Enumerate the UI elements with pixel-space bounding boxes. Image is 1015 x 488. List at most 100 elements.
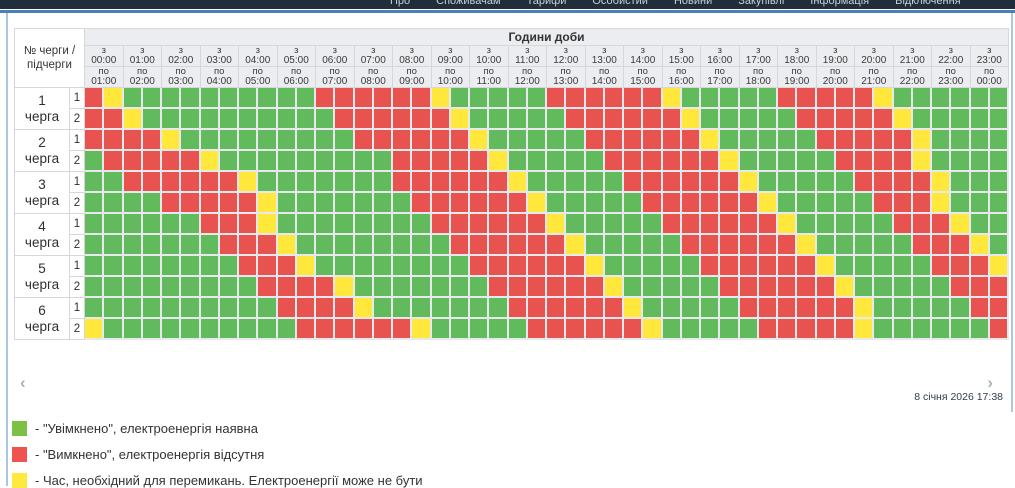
hour-column-to-header: по 01:00 [85, 67, 124, 88]
nav-item[interactable]: Тарифи [526, 0, 567, 7]
schedule-cell [701, 109, 721, 130]
schedule-cell [970, 319, 990, 340]
schedule-cell [970, 193, 990, 214]
legend-item-off: - "Вимкнено", електроенергія відсутня [12, 447, 1013, 462]
hour-column-from-header: з 03:00 [200, 46, 239, 67]
schedule-cell [508, 235, 528, 256]
schedule-cell [104, 319, 124, 340]
schedule-cell [181, 235, 201, 256]
schedule-cell [643, 319, 663, 340]
schedule-cell [989, 130, 1009, 151]
schedule-cell [893, 319, 913, 340]
schedule-cell [181, 214, 201, 235]
schedule-cell [316, 214, 336, 235]
schedule-cell [932, 193, 952, 214]
schedule-cell [316, 298, 336, 319]
nav-item[interactable]: Закупівлі [738, 0, 785, 7]
prev-arrow-icon[interactable]: ‹ [20, 373, 26, 392]
schedule-cell [489, 319, 509, 340]
schedule-cell [970, 277, 990, 298]
schedule-cell [450, 151, 470, 172]
schedule-cell [681, 172, 701, 193]
schedule-cell [162, 151, 182, 172]
schedule-cell [855, 319, 875, 340]
schedule-cell [758, 256, 778, 277]
schedule-cell [393, 298, 413, 319]
schedule-cell [258, 298, 278, 319]
schedule-cell [431, 214, 451, 235]
schedule-cell [412, 151, 432, 172]
schedule-cell [855, 151, 875, 172]
schedule-cell [219, 256, 239, 277]
nav-item[interactable]: Відключення [895, 0, 961, 7]
nav-item[interactable]: Про [390, 0, 411, 7]
schedule-cell [200, 214, 220, 235]
schedule-cell [142, 130, 162, 151]
schedule-cell [200, 319, 220, 340]
next-arrow-icon[interactable]: › [987, 373, 993, 392]
schedule-cell [123, 256, 143, 277]
schedule-cell [932, 109, 952, 130]
schedule-cell [624, 298, 644, 319]
schedule-cell [508, 130, 528, 151]
schedule-cell [624, 88, 644, 109]
schedule-cell [970, 88, 990, 109]
schedule-cell [258, 193, 278, 214]
nav-item[interactable]: Інформація [810, 0, 870, 7]
hour-column-to-header: по 15:00 [624, 67, 663, 88]
nav-item[interactable]: Новини [673, 0, 713, 7]
schedule-cell [470, 298, 490, 319]
schedule-cell [624, 130, 644, 151]
schedule-cell [412, 130, 432, 151]
schedule-cell [681, 319, 701, 340]
schedule-cell [277, 151, 297, 172]
schedule-cell [181, 298, 201, 319]
schedule-cell [855, 109, 875, 130]
schedule-cell [277, 193, 297, 214]
schedule-cell [566, 256, 586, 277]
schedule-cell [816, 235, 836, 256]
schedule-cell [739, 235, 759, 256]
nav-item[interactable]: Особистий [592, 0, 648, 7]
schedule-cell [893, 151, 913, 172]
schedule-cell [643, 235, 663, 256]
schedule-cell [85, 130, 105, 151]
schedule-cell [104, 151, 124, 172]
schedule-cell [643, 130, 663, 151]
schedule-cell [701, 88, 721, 109]
schedule-cell [681, 235, 701, 256]
schedule-cell [932, 277, 952, 298]
schedule-cell [335, 319, 355, 340]
hour-column-from-header: з 01:00 [123, 46, 162, 67]
schedule-cell [662, 214, 682, 235]
schedule-cell [797, 88, 817, 109]
hour-column-to-header: по 23:00 [932, 67, 971, 88]
schedule-cell [951, 277, 971, 298]
schedule-cell [527, 88, 547, 109]
schedule-cell [701, 130, 721, 151]
hour-column-to-header: по 05:00 [239, 67, 278, 88]
schedule-cell [739, 277, 759, 298]
hour-column-from-header: з 12:00 [547, 46, 586, 67]
nav-item[interactable]: Споживачам [436, 0, 501, 7]
schedule-cell [720, 130, 740, 151]
schedule-cell [142, 277, 162, 298]
schedule-cell [681, 109, 701, 130]
schedule-cell [547, 109, 567, 130]
schedule-cell [508, 277, 528, 298]
schedule-cell [431, 193, 451, 214]
schedule-cell [874, 277, 894, 298]
schedule-cell [662, 151, 682, 172]
schedule-cell [142, 256, 162, 277]
schedule-cell [624, 235, 644, 256]
schedule-cell [989, 193, 1009, 214]
schedule-cell [527, 193, 547, 214]
schedule-cell [296, 130, 316, 151]
schedule-cell [912, 172, 932, 193]
schedule-cell [604, 277, 624, 298]
legend-on-text: - "Увімкнено", електроенергія наявна [35, 421, 258, 436]
schedule-cell [162, 172, 182, 193]
schedule-cell [104, 256, 124, 277]
schedule-cell [296, 214, 316, 235]
schedule-cell [316, 277, 336, 298]
